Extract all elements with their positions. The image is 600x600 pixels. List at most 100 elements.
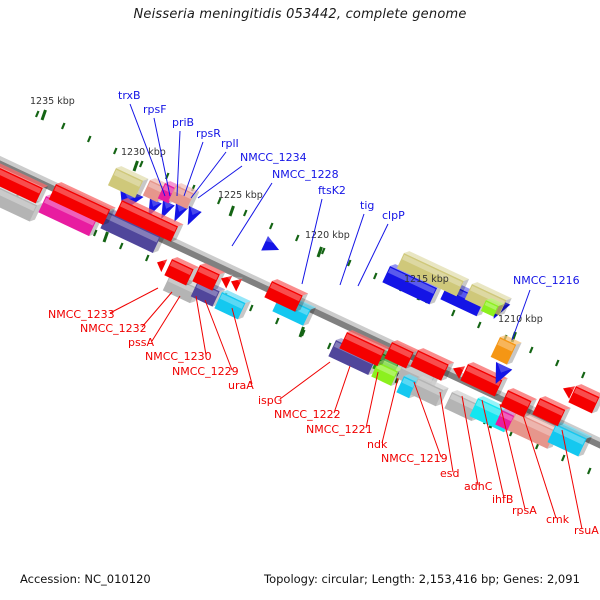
genome-stats-text: Topology: circular; Length: 2,153,416 bp… <box>264 572 580 586</box>
gene-feature[interactable] <box>114 196 184 243</box>
gene-label[interactable]: rsuA <box>574 524 599 537</box>
gene-label[interactable]: rplI <box>221 137 239 150</box>
label-leader-line <box>151 295 181 342</box>
ruler-label: 1210 kbp <box>498 314 543 325</box>
label-leader-line <box>301 198 323 285</box>
gene-label[interactable]: NMCC_1229 <box>172 365 239 378</box>
label-leader-line <box>365 371 379 429</box>
ruler-tick <box>34 110 40 118</box>
gene-label[interactable]: NMCC_1234 <box>240 151 307 164</box>
gene-label[interactable]: uraA <box>228 379 254 392</box>
gene-feature[interactable] <box>532 394 571 428</box>
gene-feature[interactable] <box>181 204 203 229</box>
gene-feature[interactable] <box>480 296 504 318</box>
gene-feature[interactable] <box>154 255 168 273</box>
gene-label[interactable]: NMCC_1216 <box>513 274 580 287</box>
gene-feature[interactable] <box>107 164 149 199</box>
gene-label[interactable]: trxB <box>118 89 141 102</box>
ruler-tick-major <box>102 231 109 243</box>
gene-feature[interactable] <box>264 277 309 313</box>
ruler-tick <box>242 209 248 217</box>
gene-feature[interactable] <box>410 346 455 382</box>
gene-label[interactable]: NMCC_1232 <box>80 322 147 335</box>
ruler-label: 1230 kbp <box>121 147 166 158</box>
gene-feature[interactable] <box>547 420 593 458</box>
gene-label[interactable]: priB <box>172 116 194 129</box>
gene-label[interactable]: clpP <box>382 209 405 222</box>
label-leader-line <box>439 391 454 473</box>
gene-label[interactable]: rpsR <box>196 127 221 140</box>
gene-feature[interactable] <box>261 234 283 258</box>
ruler-tick <box>118 242 124 250</box>
gene-feature[interactable] <box>450 361 466 379</box>
label-leader-line <box>561 429 583 530</box>
gene-label[interactable]: ispG <box>258 394 282 407</box>
forward-strand-features[interactable] <box>0 161 600 428</box>
ruler-tick <box>476 321 482 329</box>
label-leader-line <box>231 182 273 247</box>
ruler-label: 1215 kbp <box>404 274 449 285</box>
gene-feature[interactable] <box>218 271 233 289</box>
gene-feature[interactable] <box>410 374 449 408</box>
gene-label[interactable]: rpsF <box>143 103 167 116</box>
gene-label[interactable]: ihfB <box>492 493 513 506</box>
label-leader-line <box>357 223 389 287</box>
gene-label[interactable]: NMCC_1222 <box>274 408 341 421</box>
label-leader-line <box>339 213 365 286</box>
gene-label[interactable]: ftsK2 <box>318 184 346 197</box>
gene-feature[interactable] <box>192 261 226 292</box>
label-leader-line <box>521 411 557 519</box>
gene-feature[interactable] <box>48 180 116 226</box>
gene-label[interactable]: adhC <box>464 480 493 493</box>
ruler-tick-major <box>298 326 305 338</box>
label-leader-line <box>231 307 253 385</box>
label-leader-line <box>381 377 399 444</box>
gene-feature[interactable] <box>0 161 49 205</box>
gene-label[interactable]: tig <box>360 199 374 212</box>
ruler-tick <box>372 272 378 280</box>
gene-feature[interactable] <box>228 274 243 292</box>
gene-label[interactable]: NMCC_1219 <box>381 452 448 465</box>
label-leader-line <box>176 130 181 197</box>
gene-label[interactable]: NMCC_1230 <box>145 350 212 363</box>
gene-label[interactable]: rpsA <box>512 504 537 517</box>
ruler-tick-major <box>132 160 139 172</box>
gene-feature[interactable] <box>164 255 200 287</box>
label-leader-line <box>511 289 531 341</box>
ruler-tick <box>92 229 98 237</box>
accession-text: Accession: NC_010120 <box>20 572 151 586</box>
gene-feature[interactable] <box>568 382 600 415</box>
gene-feature[interactable] <box>488 360 513 388</box>
gene-feature[interactable] <box>396 249 470 298</box>
ruler-tick <box>586 467 592 475</box>
gene-feature[interactable] <box>500 386 537 419</box>
ruler-tick <box>60 122 66 130</box>
gene-feature[interactable] <box>490 333 522 366</box>
gene-feature[interactable] <box>168 181 200 210</box>
ruler-label: 1220 kbp <box>305 230 350 241</box>
gene-feature[interactable] <box>339 328 391 367</box>
gene-label[interactable]: NMCC_1228 <box>272 168 339 181</box>
gene-label[interactable]: ndk <box>367 438 388 451</box>
ruler-tick <box>112 147 118 155</box>
page-title: Neisseria meningitidis 053442, complete … <box>133 7 467 22</box>
ruler-labels: 1235 kbp 1230 kbp 1225 kbp 1220 kbp 1215 kbp… <box>30 96 543 325</box>
gene-label[interactable]: NMCC_1221 <box>306 423 373 436</box>
gene-feature[interactable] <box>214 288 251 321</box>
label-leader-line <box>190 151 227 199</box>
ruler-tick-major <box>40 109 47 121</box>
gene-label[interactable]: pssA <box>128 336 154 349</box>
ruler-tick <box>560 454 566 462</box>
ruler-tick-major <box>316 246 323 258</box>
gene-label[interactable]: NMCC_1233 <box>48 308 115 321</box>
ruler-tick <box>346 259 352 267</box>
gene-label[interactable]: cmk <box>546 513 570 526</box>
gene-feature[interactable] <box>560 381 576 399</box>
ruler-tick <box>300 329 306 337</box>
ruler-tick <box>528 346 534 354</box>
gene-label[interactable]: esd <box>440 467 459 480</box>
ruler-label: 1225 kbp <box>218 190 263 201</box>
